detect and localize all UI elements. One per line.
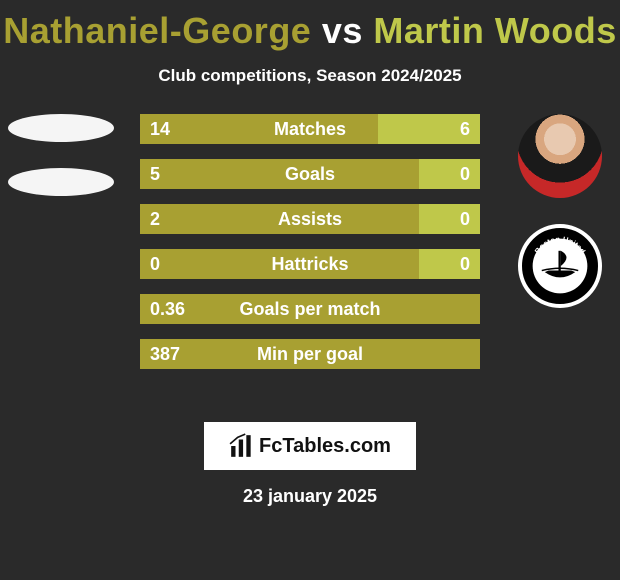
stat-bar-right: 6 [378, 114, 480, 144]
player1-column [0, 114, 115, 196]
player2-avatar [518, 114, 602, 198]
stat-value-left: 14 [150, 119, 170, 140]
stat-bar-right: 0 [419, 159, 480, 189]
player1-avatar-placeholder [8, 114, 114, 142]
stat-value-right: 0 [460, 164, 470, 185]
stat-row: 146Matches [140, 114, 480, 144]
date-text: 23 january 2025 [0, 486, 620, 507]
stat-value-left: 387 [150, 344, 180, 365]
stat-value-left: 0.36 [150, 299, 185, 320]
player1-name: Nathaniel-George [3, 10, 311, 51]
stat-row: 50Goals [140, 159, 480, 189]
stat-value-left: 2 [150, 209, 160, 230]
stat-value-right: 0 [460, 254, 470, 275]
stat-bar-left: 2 [140, 204, 419, 234]
chart-bars-icon [229, 433, 255, 459]
stat-value-right: 0 [460, 209, 470, 230]
stat-bar-left: 14 [140, 114, 378, 144]
player2-column: Boston United The Pilgrims [505, 114, 620, 308]
stat-bar-left: 387 [140, 339, 480, 369]
stat-bars: 146Matches50Goals20Assists00Hattricks0.3… [140, 114, 480, 369]
stat-bar-right: 0 [419, 204, 480, 234]
stat-value-right: 6 [460, 119, 470, 140]
comparison-content: 146Matches50Goals20Assists00Hattricks0.3… [0, 114, 620, 404]
stat-bar-left: 0.36 [140, 294, 480, 324]
stat-bar-left: 5 [140, 159, 419, 189]
comparison-title: Nathaniel-George vs Martin Woods [0, 0, 620, 52]
stat-row: 0.36Goals per match [140, 294, 480, 324]
branding-box: FcTables.com [204, 422, 416, 470]
stat-value-left: 0 [150, 254, 160, 275]
player1-club-placeholder [8, 168, 114, 196]
stat-bar-left: 0 [140, 249, 419, 279]
stat-row: 00Hattricks [140, 249, 480, 279]
vs-text: vs [322, 10, 363, 51]
stat-bar-right: 0 [419, 249, 480, 279]
subtitle: Club competitions, Season 2024/2025 [0, 66, 620, 86]
stat-value-left: 5 [150, 164, 160, 185]
club-badge-icon: Boston United The Pilgrims [522, 228, 598, 304]
player2-club-badge: Boston United The Pilgrims [518, 224, 602, 308]
branding-text: FcTables.com [259, 435, 391, 458]
player2-name: Martin Woods [373, 10, 616, 51]
stat-row: 20Assists [140, 204, 480, 234]
stat-row: 387Min per goal [140, 339, 480, 369]
